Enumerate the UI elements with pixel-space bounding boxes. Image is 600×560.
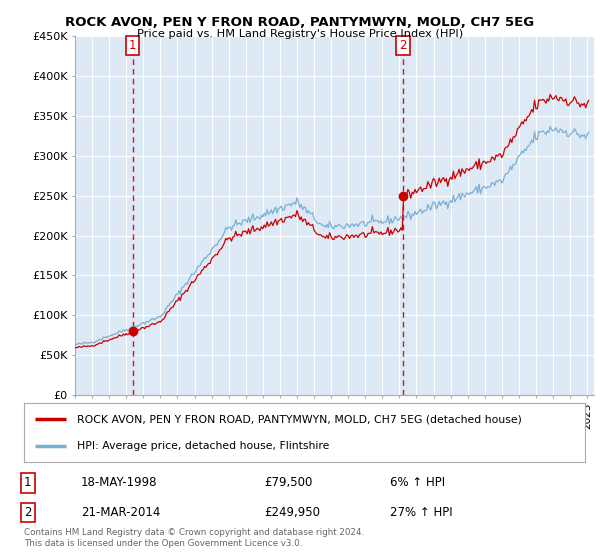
Text: 2: 2 (400, 39, 407, 52)
Text: £249,950: £249,950 (264, 506, 320, 519)
Text: Price paid vs. HM Land Registry's House Price Index (HPI): Price paid vs. HM Land Registry's House … (137, 29, 463, 39)
Text: 18-MAY-1998: 18-MAY-1998 (81, 476, 157, 489)
Text: 27% ↑ HPI: 27% ↑ HPI (390, 506, 452, 519)
Text: 6% ↑ HPI: 6% ↑ HPI (390, 476, 445, 489)
Text: 1: 1 (129, 39, 136, 52)
Text: 21-MAR-2014: 21-MAR-2014 (81, 506, 160, 519)
Text: ROCK AVON, PEN Y FRON ROAD, PANTYMWYN, MOLD, CH7 5EG (detached house): ROCK AVON, PEN Y FRON ROAD, PANTYMWYN, M… (77, 414, 522, 424)
Text: HPI: Average price, detached house, Flintshire: HPI: Average price, detached house, Flin… (77, 441, 329, 451)
Text: Contains HM Land Registry data © Crown copyright and database right 2024.
This d: Contains HM Land Registry data © Crown c… (24, 528, 364, 548)
Text: 2: 2 (24, 506, 32, 519)
Text: 1: 1 (24, 476, 32, 489)
Text: £79,500: £79,500 (264, 476, 313, 489)
Text: ROCK AVON, PEN Y FRON ROAD, PANTYMWYN, MOLD, CH7 5EG: ROCK AVON, PEN Y FRON ROAD, PANTYMWYN, M… (65, 16, 535, 29)
